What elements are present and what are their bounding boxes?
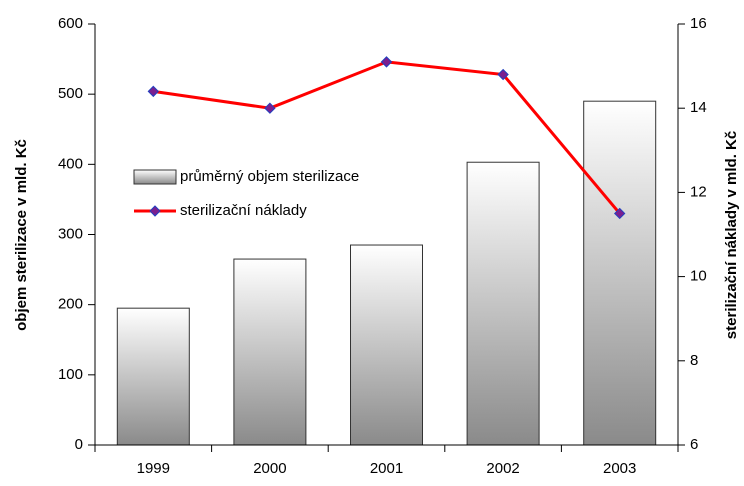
y2-tick-label: 16 [690, 15, 707, 32]
bar [466, 161, 540, 446]
marker [264, 102, 276, 114]
x-tick-label: 2001 [370, 460, 403, 477]
marker [380, 56, 393, 68]
y2-tick-label: 10 [690, 268, 707, 285]
y-tick-label: 500 [58, 85, 83, 102]
bar [583, 100, 657, 446]
x-tick-label: 2002 [486, 460, 519, 477]
marker [613, 207, 626, 220]
x-tick-label: 2003 [603, 460, 636, 477]
legend-label: průměrný objem sterilizace [180, 168, 359, 185]
bar [116, 307, 190, 446]
y-tick-label: 600 [58, 15, 83, 32]
y2-tick-label: 12 [690, 183, 707, 200]
marker [497, 68, 509, 81]
bar [350, 244, 423, 446]
y2-tick-label: 6 [690, 436, 698, 453]
y2-tick-label: 14 [690, 99, 707, 116]
marker [147, 85, 160, 98]
x-tick-label: 2000 [253, 460, 286, 477]
y2-axis-label: sterilizační náklady v mld. Kč [723, 131, 740, 339]
y-tick-label: 300 [58, 225, 83, 242]
legend-swatch [133, 169, 177, 185]
y-tick-label: 200 [58, 296, 83, 313]
x-tick-label: 1999 [137, 460, 170, 477]
legend-marker [149, 205, 161, 217]
bar [233, 258, 307, 446]
legend-label: sterilizační náklady [180, 202, 307, 219]
y-tick-label: 0 [75, 436, 83, 453]
y2-tick-label: 8 [690, 352, 698, 369]
y-axis-label: objem sterilizace v mld. Kč [13, 139, 30, 331]
y-tick-label: 400 [58, 155, 83, 172]
line [153, 60, 621, 215]
y-tick-label: 100 [58, 366, 83, 383]
